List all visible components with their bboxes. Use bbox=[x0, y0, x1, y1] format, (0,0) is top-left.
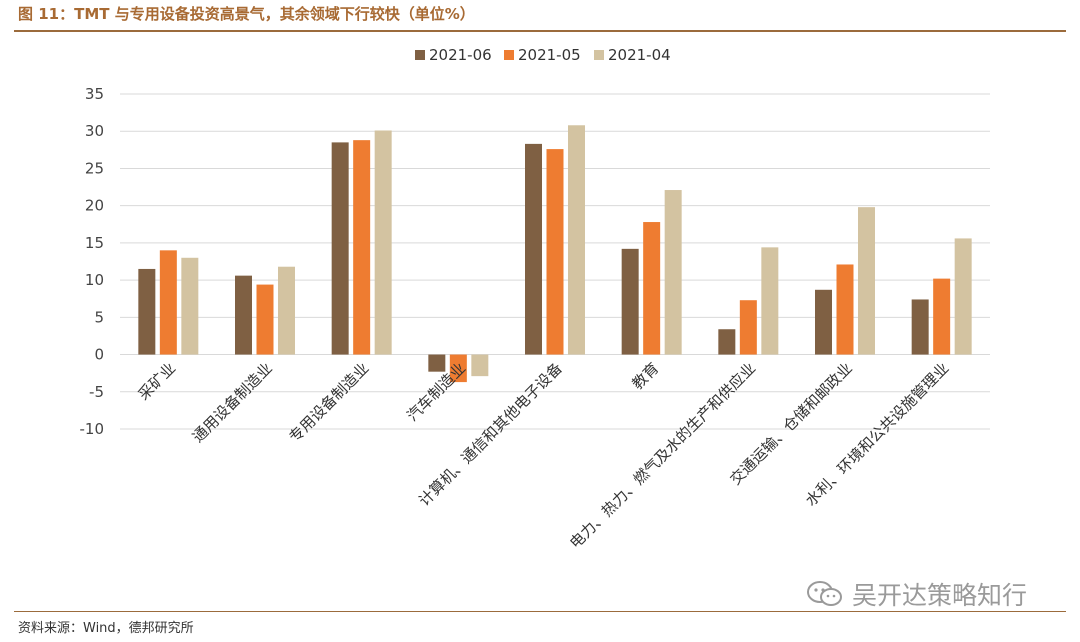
bar-2021-06-7 bbox=[815, 289, 832, 355]
y-tick-label: -10 bbox=[80, 420, 105, 438]
bar-2021-06-8 bbox=[911, 299, 929, 355]
bar-2021-05-1 bbox=[256, 284, 274, 355]
watermark-text: 吴开达策略知行 bbox=[852, 581, 1028, 610]
y-tick-label: 25 bbox=[85, 159, 104, 177]
wechat-icon bbox=[807, 581, 842, 606]
y-axis-ticks: 35 30 25 20 15 10 5 0 -5 -10 bbox=[80, 85, 105, 438]
y-tick-label: 20 bbox=[85, 197, 104, 215]
legend-swatch-2 bbox=[594, 50, 604, 60]
bar-2021-04-0 bbox=[181, 257, 199, 355]
bar-2021-04-6 bbox=[761, 247, 779, 355]
bar-2021-05-0 bbox=[159, 250, 177, 355]
bar-2021-06-2 bbox=[331, 142, 349, 355]
legend: 2021-06 2021-05 2021-04 bbox=[415, 46, 671, 64]
bar-2021-04-5 bbox=[664, 190, 682, 355]
bar-2021-06-5 bbox=[621, 248, 639, 355]
legend-label-2: 2021-04 bbox=[608, 46, 671, 64]
bar-2021-05-2 bbox=[353, 140, 371, 355]
bar-2021-05-7 bbox=[836, 264, 854, 355]
category-label: 教育 bbox=[629, 359, 663, 393]
bar-2021-05-8 bbox=[933, 278, 951, 355]
category-label: 专用设备制造业 bbox=[286, 359, 373, 446]
bar-chart: 35 30 25 20 15 10 5 0 -5 -10 采矿业 通用设备制造业 专用设备制造业 汽车制… bbox=[80, 46, 990, 552]
y-tick-label: 15 bbox=[85, 234, 104, 252]
legend-label-0: 2021-06 bbox=[429, 46, 492, 64]
y-tick-label: 35 bbox=[85, 85, 104, 103]
bar-2021-04-1 bbox=[278, 266, 295, 355]
category-label: 通用设备制造业 bbox=[189, 359, 276, 446]
category-label: 采矿业 bbox=[135, 359, 180, 404]
y-tick-label: 10 bbox=[85, 271, 104, 289]
bar-2021-04-3 bbox=[471, 354, 489, 377]
bar-2021-04-7 bbox=[858, 207, 875, 355]
bar-2021-04-4 bbox=[568, 125, 585, 355]
title-bar: 图 11：TMT 与专用设备投资高景气，其余领域下行较快（单位%） bbox=[14, 0, 1066, 32]
bar-2021-05-6 bbox=[739, 300, 757, 355]
bar-2021-06-4 bbox=[525, 143, 542, 355]
bar-2021-06-0 bbox=[138, 268, 156, 355]
y-tick-label: 0 bbox=[94, 346, 104, 364]
bars bbox=[138, 125, 972, 383]
y-tick-label: 5 bbox=[94, 308, 104, 326]
y-tick-label: -5 bbox=[89, 383, 104, 401]
legend-swatch-1 bbox=[504, 50, 514, 60]
bar-2021-05-4 bbox=[546, 149, 564, 355]
bar-2021-06-1 bbox=[235, 275, 252, 355]
chart-title: 图 11：TMT 与专用设备投资高景气，其余领域下行较快（单位%） bbox=[18, 5, 475, 23]
footer-divider bbox=[14, 611, 1066, 612]
watermark: 吴开达策略知行 bbox=[806, 577, 1027, 611]
source-note: 资料来源：Wind，德邦研究所 bbox=[18, 621, 194, 636]
bar-2021-05-5 bbox=[643, 222, 661, 355]
bar-2021-06-3 bbox=[428, 354, 446, 372]
bar-2021-04-2 bbox=[374, 130, 392, 355]
bar-2021-06-6 bbox=[718, 329, 736, 355]
bar-2021-05-3 bbox=[449, 354, 467, 383]
y-tick-label: 30 bbox=[85, 122, 104, 140]
bar-2021-04-8 bbox=[954, 238, 972, 355]
category-label: 电力、热力、燃气及水的生产和供应业 bbox=[566, 359, 759, 552]
legend-swatch-0 bbox=[415, 50, 425, 60]
legend-label-1: 2021-05 bbox=[518, 46, 581, 64]
